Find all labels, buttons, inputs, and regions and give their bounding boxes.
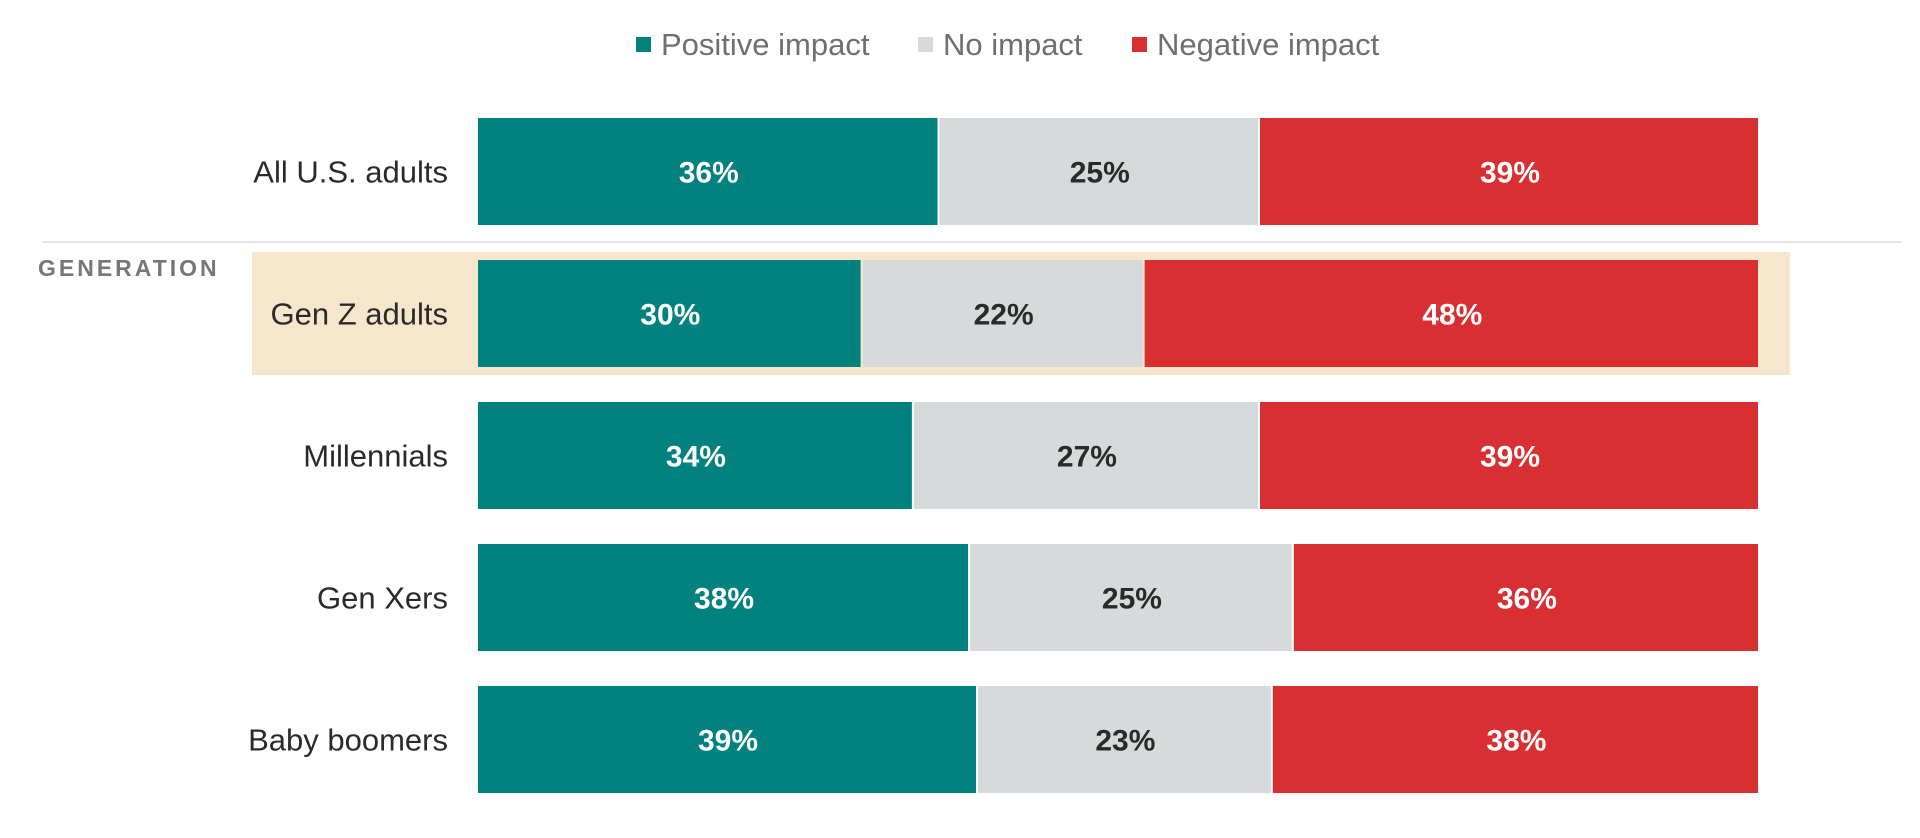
data-label-positive-baby-boomers: 39% xyxy=(698,725,758,758)
data-label-none-baby-boomers: 23% xyxy=(1095,725,1155,758)
data-label-positive-millennials: 34% xyxy=(666,441,726,474)
data-label-positive-gen-z-adults: 30% xyxy=(640,299,700,332)
data-label-none-gen-z-adults: 22% xyxy=(974,299,1034,332)
legend-label-negative: Negative impact xyxy=(1157,27,1380,62)
data-label-negative-all-u-s-adults: 39% xyxy=(1480,157,1540,190)
bar-none-gen-xers xyxy=(970,544,1292,651)
bar-none-millennials xyxy=(913,402,1259,509)
bar-positive-gen-z-adults xyxy=(478,260,861,367)
data-label-positive-all-u-s-adults: 36% xyxy=(679,157,739,190)
data-label-none-all-u-s-adults: 25% xyxy=(1070,157,1130,190)
data-label-negative-gen-xers: 36% xyxy=(1497,583,1557,616)
legend-swatch-positive xyxy=(636,37,651,52)
data-label-none-gen-xers: 25% xyxy=(1102,583,1162,616)
bar-positive-all-u-s-adults xyxy=(478,118,938,225)
row-label-all-u-s-adults: All U.S. adults xyxy=(253,155,448,190)
group-label-generation: GENERATION xyxy=(38,255,220,281)
bar-positive-baby-boomers xyxy=(478,686,976,793)
bar-negative-millennials xyxy=(1260,402,1758,509)
legend-label-none: No impact xyxy=(943,27,1083,62)
bar-positive-millennials xyxy=(478,402,912,509)
bar-positive-gen-xers xyxy=(478,544,969,651)
data-label-positive-gen-xers: 38% xyxy=(694,583,754,616)
data-label-negative-millennials: 39% xyxy=(1480,441,1540,474)
bar-none-gen-z-adults xyxy=(862,260,1143,367)
data-label-none-millennials: 27% xyxy=(1057,441,1117,474)
bar-negative-baby-boomers xyxy=(1272,686,1758,793)
bar-negative-all-u-s-adults xyxy=(1260,118,1758,225)
legend-swatch-none xyxy=(918,37,933,52)
row-label-baby-boomers: Baby boomers xyxy=(248,723,448,758)
bar-negative-gen-z-adults xyxy=(1144,260,1758,367)
legend-label-positive: Positive impact xyxy=(661,27,870,62)
data-label-negative-baby-boomers: 38% xyxy=(1486,725,1546,758)
bar-none-baby-boomers xyxy=(977,686,1271,793)
row-label-gen-xers: Gen Xers xyxy=(317,581,448,616)
legend-swatch-negative xyxy=(1132,37,1147,52)
bar-none-all-u-s-adults xyxy=(939,118,1259,225)
data-label-negative-gen-z-adults: 48% xyxy=(1422,299,1482,332)
row-label-millennials: Millennials xyxy=(303,439,448,474)
row-label-gen-z-adults: Gen Z adults xyxy=(271,297,448,332)
bar-negative-gen-xers xyxy=(1293,544,1758,651)
